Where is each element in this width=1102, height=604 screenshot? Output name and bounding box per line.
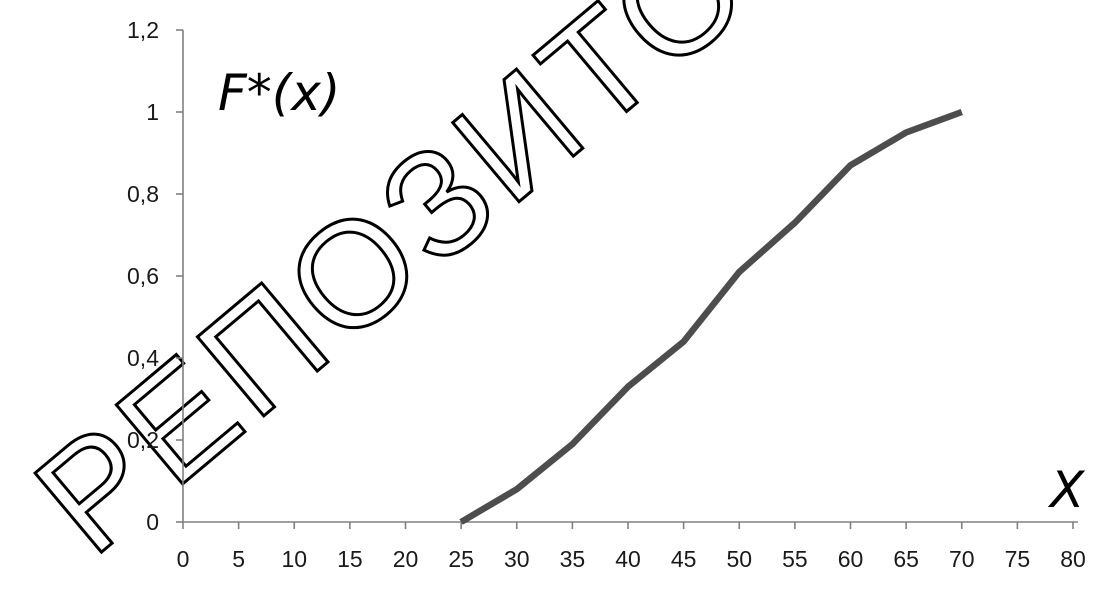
x-tick-label: 55 [782,546,808,572]
x-axis-title: X [1047,461,1086,519]
y-tick-label: 0,2 [127,427,159,453]
watermark-text: РЕПОЗИТОРИЙ [5,0,1037,585]
y-axis-title: F*(x) [218,64,340,122]
x-tick-label: 35 [560,546,586,572]
axis-titles: F*(x) X [218,64,1086,519]
x-tick-label: 70 [949,546,975,572]
x-tick-label: 5 [232,546,245,572]
x-tick-label: 0 [177,546,190,572]
y-tick-label: 0 [146,509,159,535]
x-tick-label: 75 [1005,546,1031,572]
y-tick-label: 0,4 [127,345,159,371]
x-tick-label: 80 [1060,546,1086,572]
y-tick-label: 1,2 [127,17,159,43]
x-tick-label: 20 [393,546,419,572]
y-tick-label: 0,6 [127,263,159,289]
x-tick-label: 40 [615,546,641,572]
y-tick-label: 0,8 [127,181,159,207]
x-tick-label: 60 [838,546,864,572]
x-tick-label: 30 [504,546,530,572]
tick-labels: 0 0,2 0,4 0,6 0,8 1 1,2 0 5 10 15 20 25 30 35 40 45 50 55 6… [127,17,1086,572]
series [459,108,963,525]
y-tick-label: 1 [146,99,159,125]
series-line [459,108,963,525]
x-tick-label: 25 [448,546,474,572]
x-tick-label: 15 [337,546,363,572]
ticks [176,29,1074,529]
x-tick-label: 50 [726,546,752,572]
x-tick-label: 45 [671,546,697,572]
watermark: РЕПОЗИТОРИЙ [3,0,1038,586]
x-tick-label: 65 [893,546,919,572]
x-tick-label: 10 [281,546,307,572]
